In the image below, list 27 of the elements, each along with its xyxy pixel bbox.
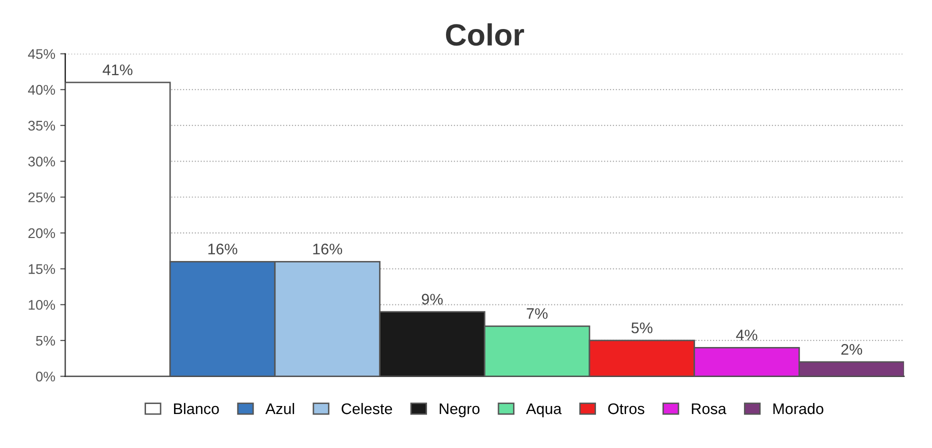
legend-label: Celeste (342, 402, 392, 414)
data-label: 4% (736, 330, 758, 340)
data-label: 7% (526, 308, 548, 319)
y-tick-label: 15% (28, 264, 56, 274)
legend-label: Azul (265, 402, 294, 414)
data-label: 41% (102, 64, 132, 76)
y-tick-label: 25% (28, 192, 56, 202)
data-label: 2% (841, 344, 862, 355)
legend-label: Rosa (692, 404, 726, 414)
legend-label: Negro (440, 404, 480, 418)
y-tick-label: 5% (36, 336, 56, 346)
data-label: 16% (208, 244, 238, 254)
chart-title: Color (446, 23, 524, 46)
data-label: 5% (631, 322, 652, 334)
data-label: 9% (422, 294, 443, 305)
legend-label: Otros (608, 403, 644, 414)
y-tick-label: 10% (28, 300, 56, 310)
data-label: 16% (313, 244, 342, 254)
y-tick-label: 40% (28, 84, 56, 95)
legend-label: Aqua (526, 404, 562, 418)
y-tick-label: 30% (28, 156, 56, 166)
y-tick-label: 45% (28, 49, 56, 59)
legend-label: Blanco (174, 402, 219, 414)
y-tick-label: 20% (28, 228, 56, 238)
y-tick-label: 35% (28, 120, 56, 131)
legend-label: Morado (773, 402, 824, 414)
y-tick-label: 0% (36, 372, 56, 382)
